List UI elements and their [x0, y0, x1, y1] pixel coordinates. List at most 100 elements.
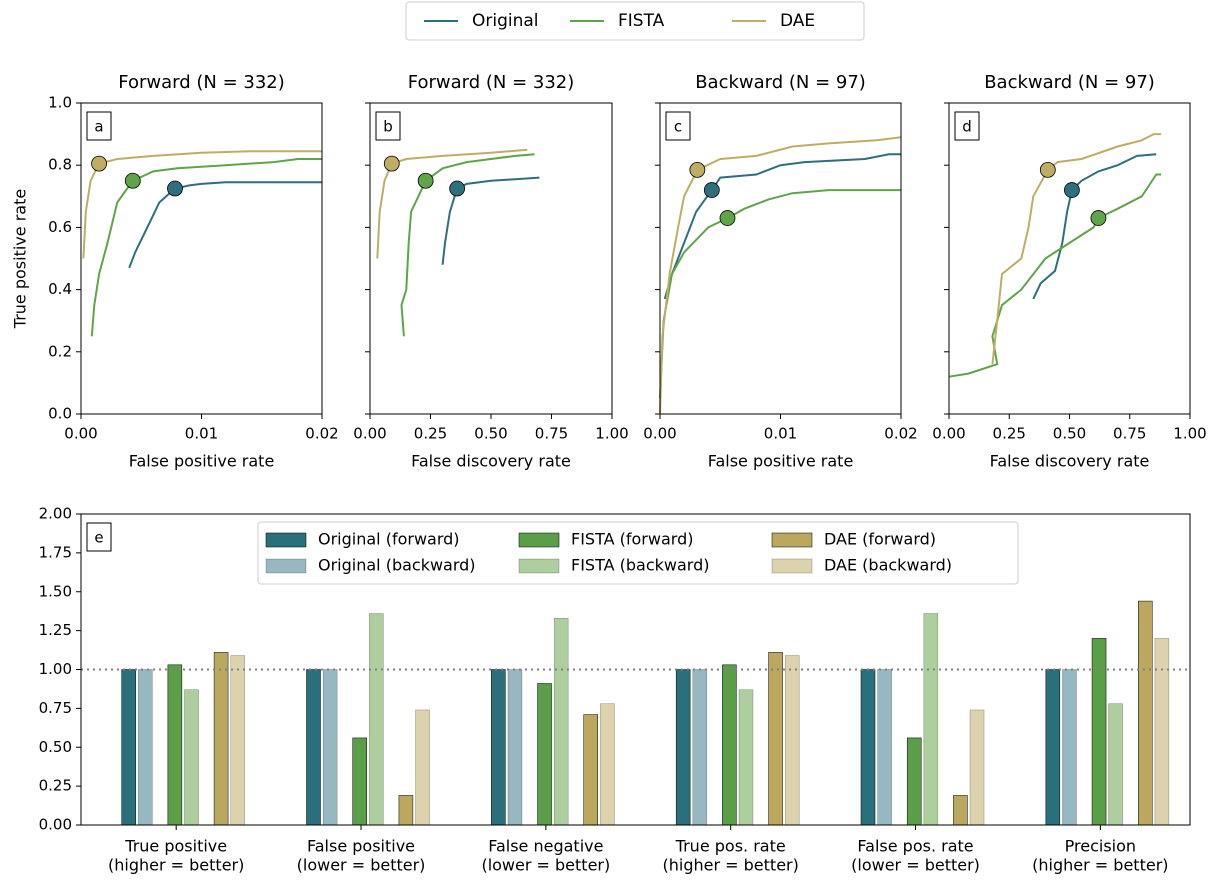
- chart-title: Backward (N = 97): [984, 72, 1155, 93]
- y-tick-label: 0.25: [39, 777, 72, 795]
- panel-label: c: [674, 118, 682, 136]
- bar: [1062, 669, 1077, 826]
- operating-point: [449, 180, 466, 197]
- bar: [352, 737, 367, 826]
- x-tick-label: True positive: [124, 837, 227, 856]
- axes-frame: [659, 102, 902, 415]
- x-tick-label: 1.00: [595, 425, 628, 443]
- bar: [1137, 600, 1153, 826]
- y-tick-label: 0.2: [48, 342, 72, 360]
- bar: [738, 689, 754, 826]
- bar: [553, 617, 569, 826]
- bar: [306, 669, 321, 826]
- x-tick-label: False positive: [307, 837, 415, 856]
- y-tick-label: 1.25: [39, 621, 72, 639]
- operating-point: [689, 161, 706, 178]
- panel-label-box: [86, 111, 112, 141]
- bar: [322, 669, 338, 826]
- curve: [128, 181, 322, 269]
- bar: [784, 655, 800, 826]
- x-tick-label: 0.02: [884, 425, 917, 443]
- bar: [600, 703, 615, 826]
- x-tick-label: (higher = better): [663, 856, 799, 875]
- y-tick-label: 1.75: [39, 543, 72, 561]
- curve: [991, 133, 1162, 365]
- bar: [923, 613, 939, 826]
- axes-frame: [948, 102, 1191, 415]
- operating-point: [1090, 210, 1107, 226]
- x-tick-label: 0.75: [1113, 425, 1146, 443]
- legend-label: DAE (forward): [824, 530, 936, 549]
- bar: [167, 664, 183, 826]
- panel-label-box: [375, 111, 401, 141]
- x-tick-label: False pos. rate: [857, 837, 973, 856]
- bar: [213, 652, 229, 826]
- legend-label: FISTA: [618, 11, 665, 31]
- y-tick-label: 0.75: [39, 699, 72, 717]
- x-tick-label: 0.00: [643, 425, 676, 443]
- bar: [675, 669, 691, 826]
- bar: [398, 795, 414, 826]
- operating-point: [719, 210, 736, 226]
- x-tick-label: 0.50: [474, 425, 507, 443]
- x-tick-label: True pos. rate: [675, 837, 786, 856]
- bar: [860, 669, 876, 826]
- legend-swatch: [265, 532, 307, 548]
- panel-label: d: [962, 118, 972, 136]
- x-axis-label: False discovery rate: [411, 452, 571, 471]
- curve: [663, 153, 901, 300]
- y-tick-label: 0.4: [48, 280, 72, 298]
- x-axis-label: False positive rate: [708, 452, 854, 471]
- legend-swatch: [518, 532, 560, 548]
- bar: [369, 613, 384, 826]
- x-tick-label: 1.00: [1173, 425, 1206, 443]
- bar: [1154, 638, 1170, 826]
- operating-point: [124, 172, 141, 189]
- bar: [184, 689, 199, 826]
- bar: [1091, 638, 1107, 826]
- legend-label: FISTA (forward): [571, 530, 693, 549]
- bar: [507, 669, 523, 826]
- y-tick-label: 1.0: [48, 94, 72, 112]
- chart-title: Backward (N = 97): [695, 72, 866, 93]
- y-tick-label: 1.50: [39, 582, 72, 600]
- curve: [948, 173, 1162, 378]
- x-tick-label: Precision: [1065, 837, 1136, 856]
- axes-frame: [369, 102, 613, 415]
- x-tick-label: (lower = better): [297, 856, 426, 875]
- panel-label-box: [665, 111, 691, 141]
- bar: [692, 669, 708, 826]
- legend-box: [257, 521, 1019, 585]
- x-tick-label: 0.02: [305, 425, 338, 443]
- axes-frame: [80, 102, 323, 415]
- chart-title: Forward (N = 332): [118, 72, 285, 93]
- legend-swatch: [771, 558, 813, 574]
- panel-label-box: [86, 522, 112, 552]
- operating-point: [383, 155, 400, 172]
- bar: [583, 714, 598, 826]
- x-axis-label: False positive rate: [129, 452, 275, 471]
- bar: [230, 655, 245, 826]
- panel-label-box: [954, 111, 980, 141]
- x-tick-label: 0.50: [1053, 425, 1086, 443]
- bar: [415, 709, 430, 826]
- x-tick-label: 0.25: [993, 425, 1026, 443]
- x-tick-label: 0.75: [535, 425, 568, 443]
- bar: [1045, 669, 1061, 826]
- bar: [877, 669, 892, 826]
- legend-label: DAE (backward): [824, 556, 952, 575]
- legend-label: DAE: [780, 11, 815, 31]
- y-axis-label: True positive rate: [11, 189, 30, 329]
- y-tick-label: 0.6: [48, 218, 72, 236]
- operating-point: [167, 180, 183, 197]
- legend-box: [405, 1, 865, 41]
- axes-frame: [80, 513, 1191, 826]
- x-tick-label: False negative: [488, 837, 603, 856]
- x-tick-label: 0.00: [932, 425, 965, 443]
- panel-label: b: [383, 118, 393, 136]
- curve: [82, 150, 322, 259]
- bar: [969, 709, 985, 826]
- x-tick-label: (lower = better): [851, 856, 980, 875]
- operating-point: [703, 182, 720, 198]
